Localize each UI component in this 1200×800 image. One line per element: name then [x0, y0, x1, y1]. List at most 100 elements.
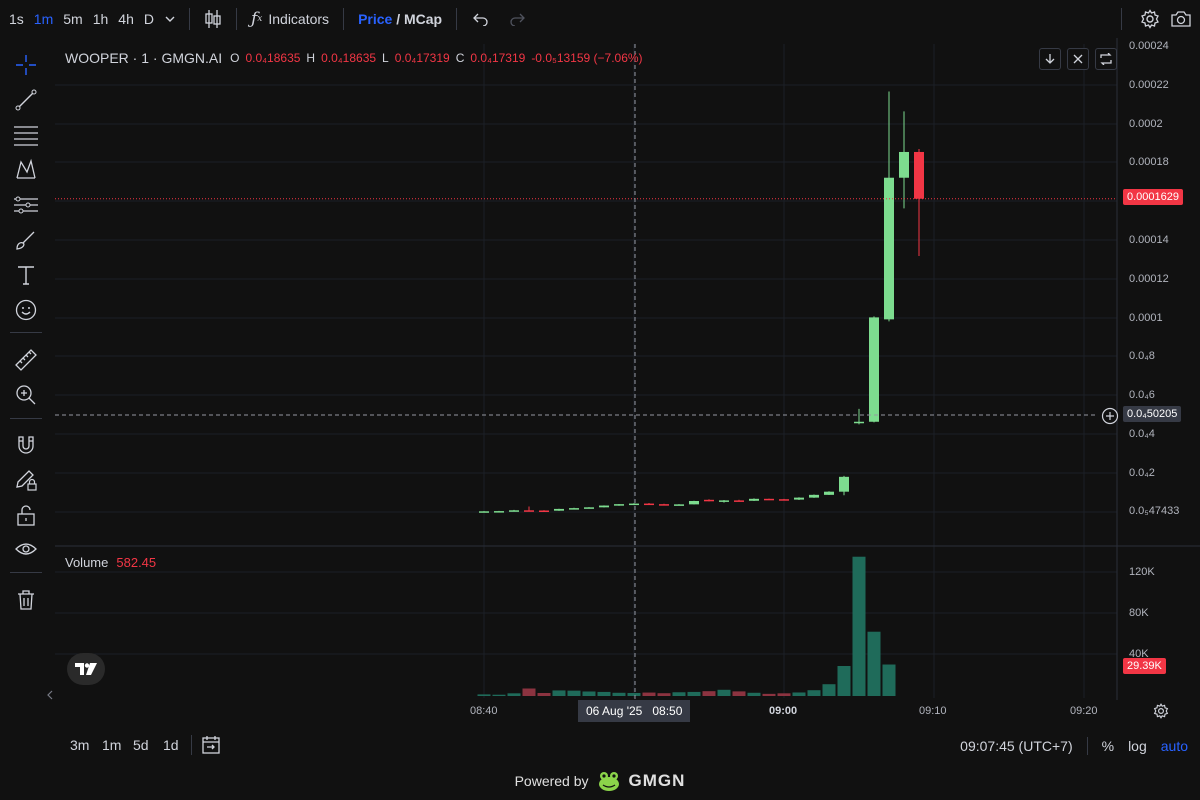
candle-body	[674, 504, 684, 506]
price-chart[interactable]	[0, 0, 1200, 730]
chevron-down-icon[interactable]	[165, 14, 175, 24]
candle-body	[884, 177, 894, 320]
zoom-tool[interactable]	[8, 380, 44, 410]
add-alert-icon[interactable]	[1101, 407, 1119, 425]
range-3m[interactable]: 3m	[70, 737, 90, 753]
volume-axis-label: 80K	[1129, 607, 1149, 619]
log-toggle[interactable]: log	[1128, 738, 1147, 754]
volume-bar	[837, 666, 851, 696]
volume-bar	[762, 693, 776, 696]
candle-body	[689, 500, 699, 505]
volume-label: Volume	[65, 555, 109, 570]
price-mcap-toggle[interactable]: Price / MCap	[352, 11, 448, 27]
candle-body	[599, 505, 609, 508]
timeframe-1s[interactable]: 1s	[9, 11, 24, 27]
axis-settings-icon[interactable]	[1153, 703, 1169, 719]
brush-tool[interactable]	[8, 225, 44, 255]
maximize-button[interactable]	[1067, 48, 1089, 70]
drawing-toolbar	[0, 44, 52, 644]
candle-body	[914, 151, 924, 199]
candlestick-icon[interactable]	[204, 9, 222, 29]
ruler-icon	[14, 348, 38, 372]
emoji-tool[interactable]	[8, 295, 44, 325]
refresh-button[interactable]	[1095, 48, 1117, 70]
volume-bar	[612, 692, 626, 696]
tradingview-logo[interactable]	[67, 653, 105, 685]
collapse-toolbar-icon[interactable]	[46, 690, 54, 700]
redo-icon[interactable]	[509, 12, 526, 26]
price-axis-label: 0.0₅47433	[1129, 505, 1180, 517]
lock-drawing-tool[interactable]	[8, 465, 44, 495]
text-icon	[15, 264, 37, 286]
low-key: L	[382, 51, 389, 65]
goto-date-icon[interactable]	[201, 735, 221, 755]
time-axis-label: 08:40	[470, 705, 498, 717]
close-icon	[1072, 53, 1084, 65]
visibility-tool[interactable]	[8, 535, 44, 565]
volume-bar	[822, 684, 836, 696]
volume-bar	[597, 691, 611, 696]
horizontal-lines-icon	[13, 123, 39, 147]
candles	[479, 91, 924, 513]
price-axis-label: 0.00012	[1129, 273, 1169, 285]
timeframe-5m[interactable]: 5m	[63, 11, 83, 27]
range-1m[interactable]: 1m	[102, 737, 122, 753]
price-axis-label: 0.0₄6	[1129, 389, 1155, 401]
candle-body	[494, 511, 504, 513]
toggle-separator: /	[392, 11, 404, 27]
gmgn-brand: GMGN	[628, 771, 686, 790]
clock[interactable]: 09:07:45 (UTC+7)	[960, 738, 1073, 754]
timeframe-1m[interactable]: 1m	[33, 11, 54, 27]
timeframe-4h[interactable]: 4h	[118, 11, 134, 27]
volume-bar	[687, 691, 701, 696]
mcap-option[interactable]: MCap	[403, 11, 443, 27]
ohlc-values: O 0.0₄18635 H 0.0₄18635 L 0.0₄17319 C 0.0₄17…	[230, 51, 642, 65]
pattern-tool[interactable]	[8, 155, 44, 185]
scroll-down-button[interactable]	[1039, 48, 1061, 70]
price-axis-label: 0.00024	[1129, 40, 1169, 52]
crosshair-time-tag: 06 Aug '25 08:50	[578, 700, 691, 722]
volume-bar	[537, 693, 551, 696]
change-value: -0.0₅13159 (−7.06%)	[531, 51, 643, 65]
volume-bar	[582, 691, 596, 696]
lock-all-tool[interactable]	[8, 500, 44, 530]
candle-body	[719, 500, 729, 502]
time-axis-label: 09:10	[919, 705, 947, 717]
refresh-icon	[1099, 53, 1113, 65]
divider	[188, 8, 190, 30]
divider	[235, 8, 237, 30]
crosshair-tool[interactable]	[8, 50, 44, 80]
timeframe-D[interactable]: D	[143, 11, 154, 27]
divider	[1121, 8, 1122, 30]
camera-icon[interactable]	[1170, 10, 1192, 28]
price-axis-label: 0.0001	[1129, 312, 1163, 324]
measure-tool[interactable]	[8, 345, 44, 375]
time-axis-label: 09:00	[769, 705, 798, 717]
magnet-tool[interactable]	[8, 430, 44, 460]
undo-icon[interactable]	[473, 12, 489, 26]
timeframe-1h[interactable]: 1h	[92, 11, 109, 27]
volume-bar	[567, 690, 581, 696]
range-1d[interactable]: 1d	[163, 737, 179, 753]
trend-line-tool[interactable]	[8, 85, 44, 115]
range-5d[interactable]: 5d	[133, 737, 149, 753]
brush-icon	[14, 228, 38, 252]
price-option[interactable]: Price	[358, 11, 393, 27]
volume-bar	[477, 694, 491, 696]
volume-bar	[552, 690, 566, 696]
volume-bar	[852, 556, 866, 696]
percent-toggle[interactable]: %	[1101, 738, 1115, 754]
candle-body	[809, 494, 819, 498]
forecast-tool[interactable]	[8, 190, 44, 220]
volume-bar	[702, 691, 716, 696]
text-tool[interactable]	[8, 260, 44, 290]
candle-body	[749, 498, 759, 501]
fib-tool[interactable]	[8, 120, 44, 150]
pattern-icon	[14, 158, 38, 182]
auto-toggle[interactable]: auto	[1160, 738, 1188, 754]
delete-tool[interactable]	[8, 585, 44, 615]
settings-gear-icon[interactable]	[1140, 9, 1160, 29]
candle-body	[869, 317, 879, 422]
